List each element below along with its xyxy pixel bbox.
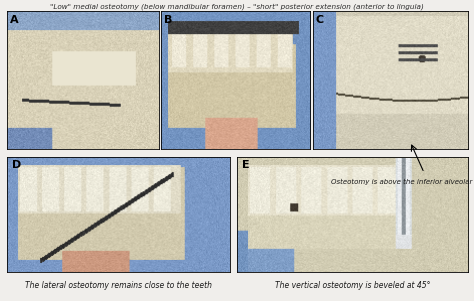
Text: E: E xyxy=(242,160,249,170)
Text: A: A xyxy=(10,15,19,25)
Text: D: D xyxy=(11,160,21,170)
Text: The lateral osteotomy remains close to the teeth: The lateral osteotomy remains close to t… xyxy=(25,281,212,290)
Text: B: B xyxy=(164,15,173,25)
Text: C: C xyxy=(316,15,324,25)
Text: The vertical osteotomy is beveled at 45°: The vertical osteotomy is beveled at 45° xyxy=(275,281,431,290)
Text: Osteotomy is above the inferior alveolar nerve: Osteotomy is above the inferior alveolar… xyxy=(330,179,474,185)
Text: "Low" medial osteotomy (below mandibular foramen) – "short" posterior extension : "Low" medial osteotomy (below mandibular… xyxy=(50,4,424,10)
